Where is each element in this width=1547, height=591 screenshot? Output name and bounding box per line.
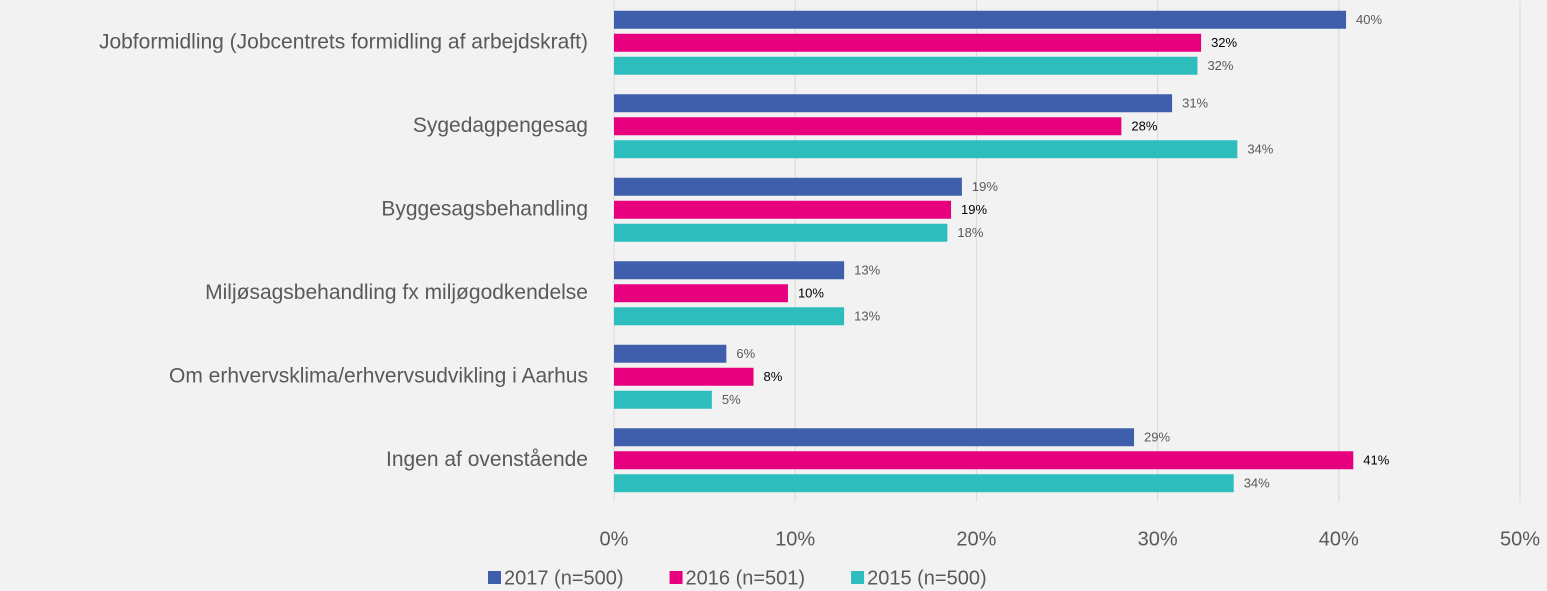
value-label: 19% — [961, 202, 987, 217]
legend-label: 2016 (n=501) — [686, 567, 806, 589]
value-label: 32% — [1211, 35, 1237, 50]
value-label: 40% — [1356, 12, 1382, 27]
value-label: 41% — [1363, 453, 1389, 468]
value-label: 28% — [1131, 119, 1157, 134]
category-label: Miljøsagsbehandling fx miljøgodkendelse — [205, 281, 588, 304]
value-label: 34% — [1244, 476, 1270, 491]
value-label: 19% — [972, 179, 998, 194]
bar — [614, 94, 1173, 113]
bar — [614, 307, 845, 326]
value-label: 13% — [854, 263, 880, 278]
x-tick-label: 20% — [956, 528, 996, 550]
bar — [614, 344, 727, 363]
category-label: Ingen af ovenstående — [386, 448, 588, 471]
value-label: 8% — [764, 369, 783, 384]
x-tick-label: 40% — [1319, 528, 1359, 550]
category-label: Jobformidling (Jobcentrets formidling af… — [99, 30, 588, 53]
x-tick-label: 50% — [1500, 528, 1540, 550]
bar — [614, 474, 1234, 493]
category-label: Byggesagsbehandling — [381, 197, 588, 220]
x-tick-label: 10% — [775, 528, 815, 550]
legend-label: 2017 (n=500) — [504, 567, 624, 589]
x-tick-label: 30% — [1138, 528, 1178, 550]
category-label: Om erhvervsklima/erhvervsudvikling i Aar… — [169, 364, 588, 387]
bar — [614, 390, 712, 409]
value-label: 32% — [1207, 58, 1233, 73]
bar — [614, 200, 952, 219]
value-label: 6% — [736, 346, 755, 361]
bar — [614, 261, 845, 280]
bar — [614, 367, 754, 386]
value-label: 34% — [1247, 142, 1273, 157]
value-label: 29% — [1144, 430, 1170, 445]
bar — [614, 117, 1122, 136]
value-label: 13% — [854, 309, 880, 324]
bar — [614, 451, 1354, 470]
legend-swatch — [669, 571, 683, 584]
value-label: 18% — [957, 225, 983, 240]
value-label: 10% — [798, 286, 824, 301]
x-tick-label: 0% — [600, 528, 629, 550]
value-label: 5% — [722, 392, 741, 407]
value-label: 31% — [1182, 96, 1208, 111]
bar — [614, 33, 1202, 52]
legend-label: 2015 (n=500) — [867, 567, 987, 589]
bar — [614, 177, 962, 196]
bar — [614, 284, 788, 303]
bar — [614, 428, 1135, 447]
bar — [614, 56, 1198, 75]
bar — [614, 140, 1238, 159]
bar — [614, 10, 1347, 29]
legend-swatch — [488, 571, 501, 584]
category-label: Sygedagpengesag — [413, 114, 588, 137]
legend-swatch — [851, 571, 865, 584]
bar — [614, 223, 948, 242]
